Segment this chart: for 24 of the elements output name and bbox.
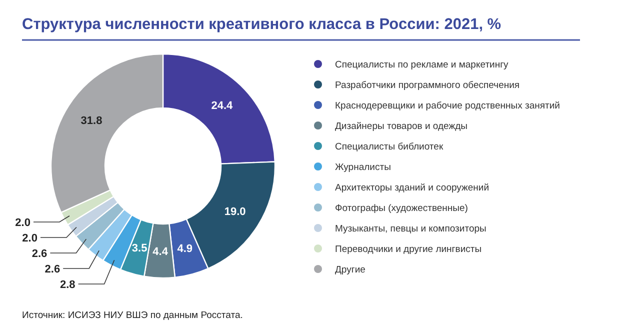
data-label: 4.9 [177,243,193,256]
data-label: 2.0 [22,232,38,244]
data-label: 3.5 [132,242,148,255]
legend-label: Переводчики и другие лингвисты [335,244,482,255]
text: Источник: ИСИЭЗ НИУ ВШЭ по данным Росстата. [22,310,243,321]
legend-label: Специалисты по рекламе и маркетингу [335,60,509,70]
legend-label: Специалисты библиотек [335,142,444,152]
data-label: 2.0 [15,217,30,229]
data-label: 2.8 [60,279,76,291]
data-label: 19.0 [224,206,246,218]
legend-label: Музыканты, певцы и композиторы [335,224,487,234]
data-label: 2.6 [32,248,48,260]
data-label: 2.6 [44,264,60,276]
legend-label: Дизайнеры товаров и одежды [335,121,468,132]
chart-title: Структура численности креативного класса в России: 2021, % [22,16,502,33]
legend-label: Краснодеревщики и рабочие родственных занятий [335,100,560,112]
legend-label: Архитекторы зданий и сооружений [335,182,490,194]
data-label: 24.4 [211,100,234,112]
data-label: 31.8 [80,115,102,128]
legend-label: Другие [335,264,366,276]
legend-label: Журналисты [335,162,392,173]
data-label: 4.4 [152,246,169,258]
legend-label: Разработчики программного обеспечения [335,80,520,91]
legend-label: Фотографы (художественные) [335,203,468,214]
